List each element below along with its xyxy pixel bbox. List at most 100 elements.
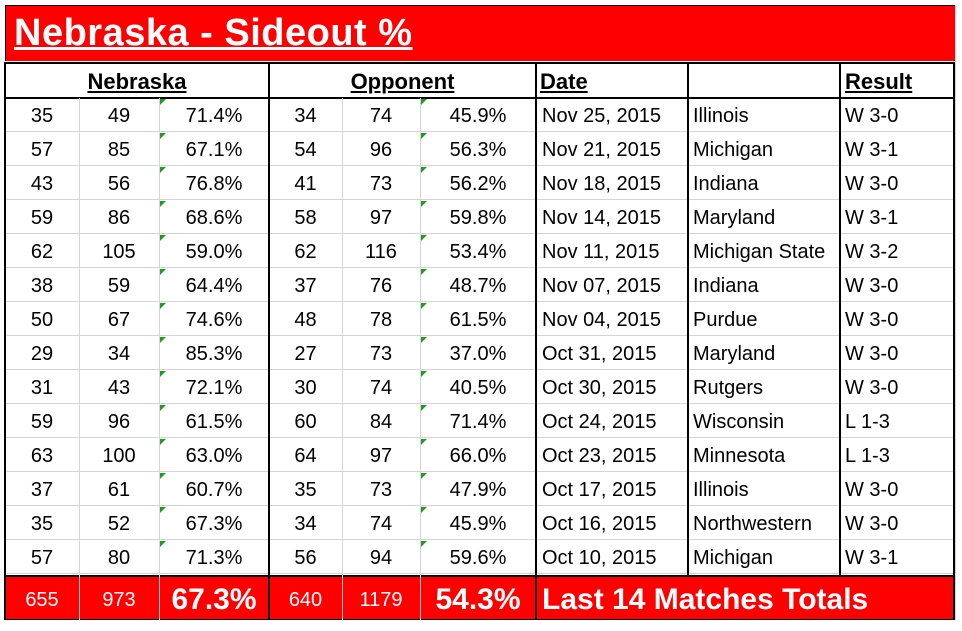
nebraska-attempts-cell[interactable]: 85 [79,132,159,166]
opponent-team-cell[interactable]: Illinois [688,98,844,132]
opponent-sideouts-cell[interactable]: 37 [269,268,342,302]
nebraska-attempts-cell[interactable]: 96 [79,404,159,438]
nebraska-attempts-cell[interactable]: 67 [79,302,159,336]
match-date-cell[interactable]: Oct 17, 2015 [536,472,688,506]
opponent-sideouts-cell[interactable]: 56 [269,540,342,574]
nebraska-attempts-cell[interactable]: 49 [79,98,159,132]
nebraska-pct-cell[interactable]: 71.4% [159,98,269,132]
opponent-sideouts-cell[interactable]: 35 [269,472,342,506]
opponent-team-cell[interactable]: Northwestern [688,506,844,540]
nebraska-sideouts-cell[interactable]: 59 [5,404,79,438]
nebraska-attempts-cell[interactable]: 34 [79,336,159,370]
nebraska-sideouts-cell[interactable]: 57 [5,132,79,166]
nebraska-sideouts-cell[interactable]: 59 [5,200,79,234]
match-result-cell[interactable]: W 3-1 [840,200,955,234]
opponent-pct-cell[interactable]: 59.8% [420,200,536,234]
opponent-sideouts-cell[interactable]: 30 [269,370,342,404]
nebraska-sideouts-cell[interactable]: 37 [5,472,79,506]
nebraska-attempts-cell[interactable]: 61 [79,472,159,506]
opponent-team-cell[interactable]: Rutgers [688,370,844,404]
opponent-pct-cell[interactable]: 53.4% [420,234,536,268]
nebraska-pct-cell[interactable]: 67.1% [159,132,269,166]
match-date-cell[interactable]: Nov 25, 2015 [536,98,688,132]
nebraska-attempts-cell[interactable]: 80 [79,540,159,574]
opponent-sideouts-cell[interactable]: 41 [269,166,342,200]
nebraska-pct-cell[interactable]: 85.3% [159,336,269,370]
match-date-cell[interactable]: Nov 21, 2015 [536,132,688,166]
header-nebraska[interactable]: Nebraska [5,63,269,98]
opponent-team-cell[interactable]: Indiana [688,166,844,200]
nebraska-sideouts-cell[interactable]: 35 [5,506,79,540]
nebraska-attempts-cell[interactable]: 86 [79,200,159,234]
opponent-pct-cell[interactable]: 45.9% [420,506,536,540]
nebraska-attempts-cell[interactable]: 100 [79,438,159,472]
match-result-cell[interactable]: W 3-0 [840,268,955,302]
opponent-team-cell[interactable]: Michigan [688,540,844,574]
match-result-cell[interactable]: W 3-0 [840,98,955,132]
match-date-cell[interactable]: Oct 24, 2015 [536,404,688,438]
opponent-attempts-cell[interactable]: 74 [342,98,420,132]
opponent-attempts-cell[interactable]: 73 [342,166,420,200]
opponent-attempts-cell[interactable]: 97 [342,438,420,472]
opponent-attempts-cell[interactable]: 73 [342,472,420,506]
opponent-pct-cell[interactable]: 40.5% [420,370,536,404]
nebraska-pct-cell[interactable]: 60.7% [159,472,269,506]
opponent-attempts-cell[interactable]: 74 [342,506,420,540]
opponent-attempts-cell[interactable]: 96 [342,132,420,166]
next-row-area[interactable] [0,620,962,631]
nebraska-pct-cell[interactable]: 72.1% [159,370,269,404]
opponent-sideouts-cell[interactable]: 34 [269,98,342,132]
opponent-attempts-cell[interactable]: 73 [342,336,420,370]
adjacent-column[interactable] [955,5,962,631]
nebraska-pct-cell[interactable]: 76.8% [159,166,269,200]
totals-label[interactable]: Last 14 Matches Totals [536,576,955,620]
opponent-sideouts-cell[interactable]: 27 [269,336,342,370]
nebraska-sideouts-cell[interactable]: 62 [5,234,79,268]
opponent-attempts-cell[interactable]: 76 [342,268,420,302]
opponent-sideouts-cell[interactable]: 48 [269,302,342,336]
opponent-pct-cell[interactable]: 71.4% [420,404,536,438]
nebraska-pct-cell[interactable]: 67.3% [159,506,269,540]
opponent-team-cell[interactable]: Minnesota [688,438,844,472]
opponent-attempts-cell[interactable]: 116 [342,234,420,268]
match-date-cell[interactable]: Oct 30, 2015 [536,370,688,404]
match-date-cell[interactable]: Oct 23, 2015 [536,438,688,472]
title-cell[interactable]: Nebraska - Sideout % [5,5,955,61]
opponent-pct-cell[interactable]: 37.0% [420,336,536,370]
match-result-cell[interactable]: W 3-0 [840,370,955,404]
total-nebraska-sideouts[interactable]: 655 [5,576,79,620]
match-date-cell[interactable]: Nov 11, 2015 [536,234,688,268]
opponent-pct-cell[interactable]: 56.3% [420,132,536,166]
match-result-cell[interactable]: W 3-0 [840,336,955,370]
total-opponent-attempts[interactable]: 1179 [342,576,420,620]
total-nebraska-attempts[interactable]: 973 [79,576,159,620]
nebraska-pct-cell[interactable]: 59.0% [159,234,269,268]
nebraska-sideouts-cell[interactable]: 38 [5,268,79,302]
opponent-attempts-cell[interactable]: 97 [342,200,420,234]
opponent-team-cell[interactable]: Michigan [688,132,844,166]
opponent-team-cell[interactable]: Illinois [688,472,844,506]
nebraska-attempts-cell[interactable]: 56 [79,166,159,200]
match-date-cell[interactable]: Nov 14, 2015 [536,200,688,234]
opponent-sideouts-cell[interactable]: 58 [269,200,342,234]
opponent-attempts-cell[interactable]: 94 [342,540,420,574]
opponent-pct-cell[interactable]: 66.0% [420,438,536,472]
nebraska-sideouts-cell[interactable]: 29 [5,336,79,370]
opponent-sideouts-cell[interactable]: 62 [269,234,342,268]
nebraska-sideouts-cell[interactable]: 43 [5,166,79,200]
opponent-pct-cell[interactable]: 48.7% [420,268,536,302]
header-opponent[interactable]: Opponent [269,63,536,98]
match-date-cell[interactable]: Nov 07, 2015 [536,268,688,302]
opponent-team-cell[interactable]: Indiana [688,268,844,302]
match-date-cell[interactable]: Nov 18, 2015 [536,166,688,200]
total-opponent-sideouts[interactable]: 640 [269,576,342,620]
header-result[interactable]: Result [845,63,955,98]
match-result-cell[interactable]: W 3-2 [840,234,955,268]
match-result-cell[interactable]: W 3-0 [840,166,955,200]
opponent-pct-cell[interactable]: 59.6% [420,540,536,574]
nebraska-attempts-cell[interactable]: 52 [79,506,159,540]
opponent-team-cell[interactable]: Maryland [688,200,844,234]
match-date-cell[interactable]: Oct 10, 2015 [536,540,688,574]
opponent-attempts-cell[interactable]: 84 [342,404,420,438]
nebraska-pct-cell[interactable]: 68.6% [159,200,269,234]
